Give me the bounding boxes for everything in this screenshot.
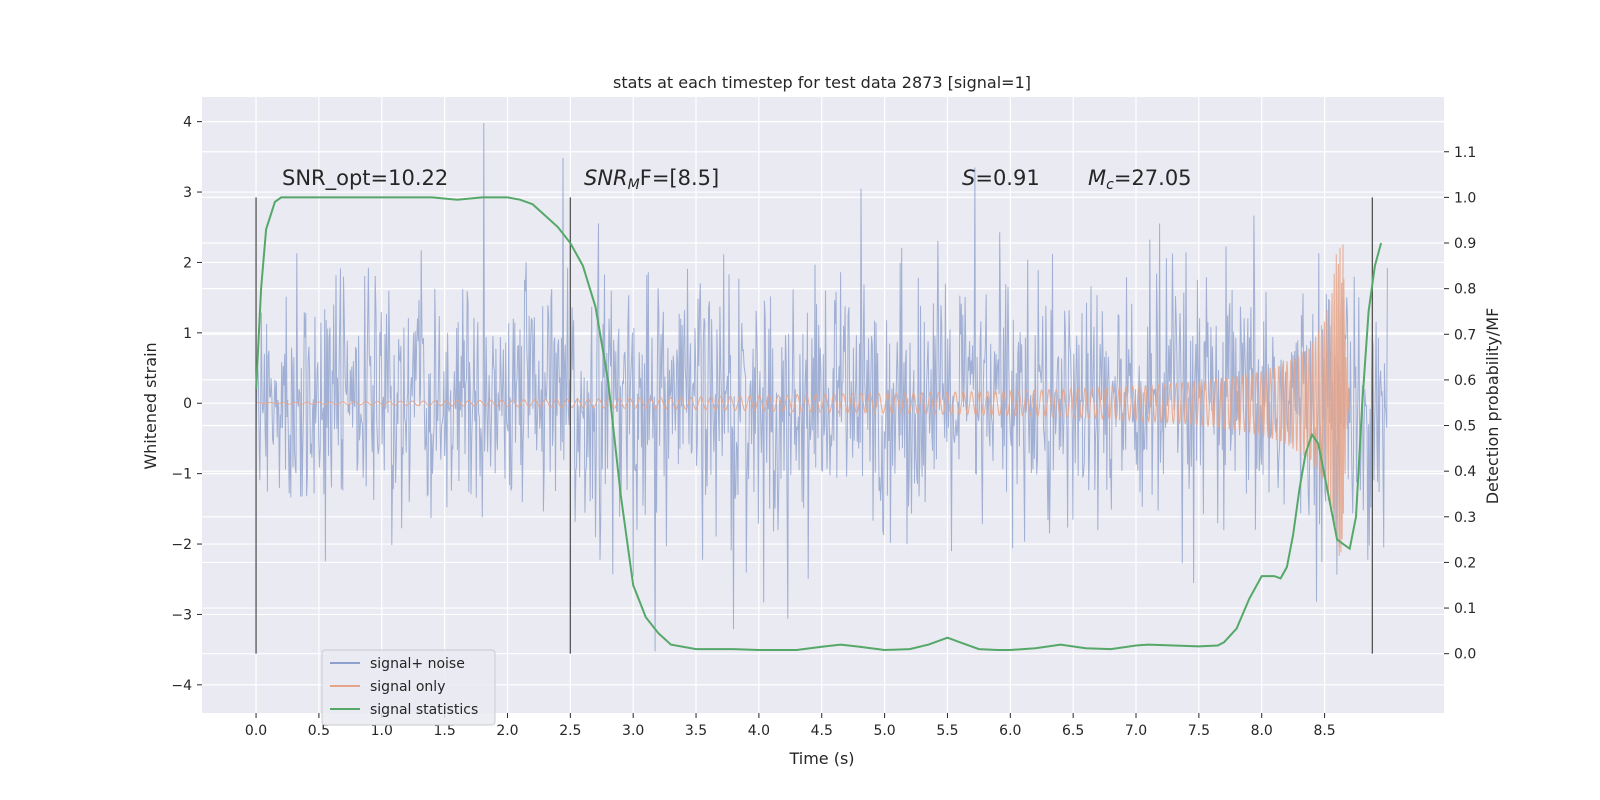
- x-tick-label-3: 1.5: [433, 723, 455, 739]
- vertical-markers: [255, 197, 1373, 654]
- x-tick-label-6: 3.0: [622, 723, 644, 739]
- y2-axis-title: Detection probability/MF: [1483, 308, 1502, 505]
- y2-tick-label-3: 0.3: [1454, 510, 1476, 526]
- series-signal-statistics: [255, 196, 1383, 652]
- annotation-snr-opt: SNR_opt=10.22: [282, 166, 448, 191]
- annotation-snr-mf-sub: M: [628, 177, 640, 193]
- series-signal-only: [255, 244, 1351, 557]
- y2-tick-label-10: 1.0: [1454, 190, 1476, 206]
- x-tick-label-14: 7.0: [1125, 723, 1147, 739]
- x-tick-label-13: 6.5: [1062, 723, 1084, 739]
- y-tick-label-7: 3: [183, 185, 192, 201]
- annotation-mc-main: M: [1088, 166, 1106, 190]
- x-tick-label-2: 1.0: [371, 723, 393, 739]
- y-tick-label-4: 0: [183, 396, 192, 412]
- y2-tick-label-1: 0.1: [1454, 601, 1476, 617]
- legend-label-signal-only: signal only: [370, 679, 445, 695]
- annotation-s-main: S: [962, 166, 975, 190]
- x-tick-label-12: 6.0: [999, 723, 1021, 739]
- y-tick-label-5: 1: [183, 326, 192, 342]
- y-tick-label-6: 2: [183, 255, 192, 271]
- y2-tick-label-4: 0.4: [1454, 464, 1476, 480]
- annotation-mc-rest: =27.05: [1114, 166, 1192, 190]
- x-tick-label-5: 2.5: [559, 723, 581, 739]
- x-tick-label-10: 5.0: [873, 723, 895, 739]
- x-tick-label-11: 5.5: [936, 723, 958, 739]
- y2-tick-label-2: 0.2: [1454, 555, 1476, 571]
- annotation-s: S=0.91: [962, 166, 1040, 190]
- legend-label-signal-statistics: signal statistics: [370, 702, 478, 718]
- y-axis-ticks: −4 −3 −2 −1 0 1 2 3 4: [171, 115, 202, 694]
- x-tick-label-17: 8.5: [1313, 723, 1335, 739]
- y-tick-label-2: −2: [171, 537, 192, 553]
- y-axis-title: Whitened strain: [141, 342, 160, 469]
- x-axis-title: Time (s): [788, 749, 854, 768]
- legend-label-signal-plus-noise: signal+ noise: [370, 656, 465, 672]
- y-tick-label-1: −3: [171, 607, 192, 623]
- annotations: SNR_opt=10.22 SNRMF=[8.5] S=0.91 Mc=27.0…: [282, 166, 1192, 193]
- x-axis-ticks: 0.0 0.5 1.0 1.5 2.0 2.5 3.0 3.5 4.0 4.5 5.0 5.5 6.0 6…: [245, 713, 1336, 739]
- x-tick-label-16: 8.0: [1251, 723, 1273, 739]
- x-tick-label-1: 0.5: [308, 723, 330, 739]
- y-tick-label-8: 4: [183, 115, 192, 131]
- annotation-mc: Mc=27.05: [1088, 166, 1192, 193]
- y2-tick-label-0: 0.0: [1454, 647, 1476, 663]
- x-tick-label-7: 3.5: [685, 723, 707, 739]
- y2-tick-label-6: 0.6: [1454, 373, 1476, 389]
- x-tick-label-0: 0.0: [245, 723, 267, 739]
- x-tick-label-15: 7.5: [1188, 723, 1210, 739]
- x-tick-label-8: 4.0: [748, 723, 770, 739]
- annotation-mc-sub: c: [1106, 177, 1114, 193]
- legend: signal+ noise signal only signal statist…: [321, 649, 496, 726]
- annotation-snr-mf-rest: F=[8.5]: [640, 166, 719, 190]
- y2-tick-label-5: 0.5: [1454, 419, 1476, 435]
- y2-tick-label-9: 0.9: [1454, 236, 1476, 252]
- x-tick-label-9: 4.5: [811, 723, 833, 739]
- chart-title: stats at each timestep for test data 287…: [613, 73, 1031, 92]
- y-tick-label-0: −4: [171, 678, 192, 694]
- annotation-snr-mf-main: SNR: [584, 166, 628, 190]
- y-tick-label-3: −1: [171, 467, 192, 483]
- y2-tick-label-7: 0.7: [1454, 327, 1476, 343]
- y2-tick-label-8: 0.8: [1454, 282, 1476, 298]
- y2-axis-ticks: 0.0 0.1 0.2 0.3 0.4 0.5 0.6 0.7 0.8 0.9 1.0 1.1: [1444, 145, 1476, 663]
- x-tick-label-4: 2.0: [496, 723, 518, 739]
- annotation-snr-mf: SNRMF=[8.5]: [584, 166, 719, 193]
- legend-box: [321, 649, 496, 726]
- y2-tick-label-11: 1.1: [1454, 145, 1476, 161]
- annotation-s-rest: =0.91: [975, 166, 1039, 190]
